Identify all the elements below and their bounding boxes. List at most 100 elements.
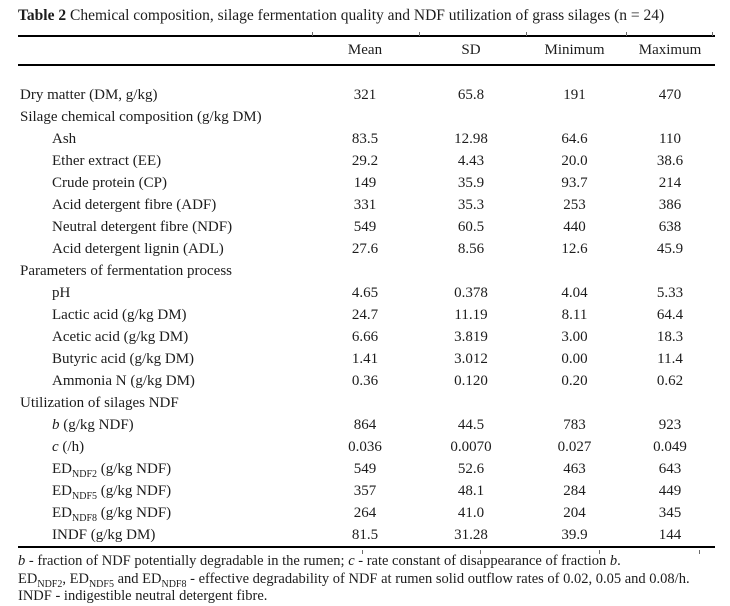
cell-value: 64.6 (561, 130, 588, 147)
row-label: Ammonia N (g/kg DM) (18, 373, 312, 390)
italic-text: b (52, 416, 60, 433)
cell-value: 81.5 (351, 526, 379, 543)
row-label: EDNDF5 (g/kg NDF) (18, 482, 312, 502)
row-label: c (/h) (18, 439, 312, 456)
table-row: Ammonia N (g/kg DM) 0.36 0.120 0.20 0.62 (18, 370, 715, 392)
cell-value: 0.20 (561, 372, 588, 389)
cell-value: 3.012 (454, 350, 488, 367)
subscript-text: NDF2 (37, 578, 63, 590)
table-row: c (/h) 0.036 0.0070 0.027 0.049 (18, 436, 715, 458)
cell-value: 321 (353, 86, 377, 103)
row-label: b (g/kg NDF) (18, 417, 312, 434)
text: ED (18, 570, 38, 587)
cell-value: 8.56 (457, 240, 485, 257)
table-row: Acid detergent lignin (ADL) 27.6 8.56 12.6 4… (18, 238, 715, 260)
column-tick (599, 550, 600, 554)
row-label: Butyric acid (g/kg DM) (18, 351, 312, 368)
text: , ED (62, 570, 89, 587)
italic-text: b (609, 553, 618, 569)
cell-value: 48.1 (457, 482, 485, 499)
row-label: Acid detergent fibre (ADF) (18, 197, 312, 214)
cell-value: 60.5 (457, 218, 485, 235)
cell-value: 29.2 (351, 152, 379, 169)
cell-value: 27.6 (351, 240, 379, 257)
subscript-text: NDF5 (88, 578, 114, 590)
cell-value: 18.3 (656, 328, 684, 345)
text: - effective degradability of NDF at rume… (186, 570, 690, 587)
data-table: Mean SD Minimum Maximum Dry matter (DM, … (18, 32, 715, 606)
subscript-text: NDF8 (72, 512, 98, 524)
table-row: Lactic acid (g/kg DM) 24.7 11.19 8.11 64.4 (18, 304, 715, 326)
column-tick (362, 550, 363, 554)
cell-value: 0.62 (656, 372, 684, 389)
text: (g/kg NDF) (97, 460, 172, 477)
cell-value: 110 (659, 130, 681, 147)
cell-value: 45.9 (656, 240, 684, 257)
row-label: Dry matter (DM, g/kg) (18, 87, 312, 104)
cell-value: 0.0070 (450, 438, 492, 455)
cell-value: 35.9 (457, 174, 485, 191)
text: Acid detergent fibre (ADF) (52, 196, 217, 213)
text: (g/kg NDF) (97, 504, 172, 521)
section-row: Silage chemical composition (g/kg DM) (18, 106, 715, 128)
text: Dry matter (DM, g/kg) (20, 86, 158, 103)
cell-value: 449 (658, 482, 682, 499)
text: pH (52, 284, 71, 301)
cell-value: 345 (658, 504, 682, 521)
row-label: Neutral detergent fibre (NDF) (18, 219, 312, 236)
table-number: Table 2 (18, 7, 67, 24)
cell-value: 144 (658, 526, 682, 543)
cell-value: 357 (353, 482, 377, 499)
cell-value: 31.28 (454, 526, 488, 543)
cell-value: 41.0 (457, 504, 485, 521)
row-label: Parameters of fermentation process (18, 263, 312, 280)
text: Utilization of silages NDF (20, 394, 179, 411)
table-row: pH 4.65 0.378 4.04 5.33 (18, 282, 715, 304)
cell-value: 44.5 (457, 416, 485, 433)
cell-value: 11.19 (454, 306, 488, 323)
cell-value: 638 (658, 218, 682, 235)
table-row: Acid detergent fibre (ADF) 331 35.3 253 386 (18, 194, 715, 216)
text: Ammonia N (g/kg DM) (52, 372, 195, 389)
italic-text: c (348, 553, 355, 569)
text: Silage chemical composition (g/kg DM) (20, 108, 262, 125)
text: INDF (g/kg DM) (52, 526, 156, 543)
footnotes: b - fraction of NDF potentially degradab… (18, 548, 715, 606)
footnote-rule (18, 546, 715, 554)
row-label: EDNDF2 (g/kg NDF) (18, 460, 312, 480)
cell-value: 643 (658, 460, 682, 477)
text: Parameters of fermentation process (20, 262, 232, 279)
cell-value: 463 (563, 460, 586, 477)
cell-value: 5.33 (656, 284, 684, 301)
italic-text: c (52, 438, 59, 455)
column-tick (526, 32, 527, 36)
row-label: pH (18, 285, 312, 302)
row-label: Silage chemical composition (g/kg DM) (18, 109, 312, 126)
column-tick (312, 32, 313, 36)
cell-value: 923 (658, 416, 682, 433)
text: ED (52, 482, 72, 499)
table-row: Butyric acid (g/kg DM) 1.41 3.012 0.00 11.4 (18, 348, 715, 370)
cell-value: 35.3 (457, 196, 485, 213)
row-label: Crude protein (CP) (18, 175, 312, 192)
text: (g/kg NDF) (97, 482, 172, 499)
cell-value: 1.41 (351, 350, 379, 367)
cell-value: 0.049 (653, 438, 687, 455)
row-label: Utilization of silages NDF (18, 395, 312, 412)
cell-value: 38.6 (656, 152, 684, 169)
footnote-line: b - fraction of NDF potentially degradab… (18, 553, 715, 571)
column-header-maximum: Maximum (638, 42, 702, 58)
cell-value: 4.43 (457, 152, 485, 169)
cell-value: 864 (353, 416, 377, 433)
text: ED (52, 460, 72, 477)
text: INDF - indigestible neutral detergent fi… (18, 588, 268, 604)
cell-value: 8.11 (561, 306, 588, 323)
cell-value: 12.98 (454, 130, 488, 147)
table-title: Table 2 Chemical composition, silage fer… (18, 7, 664, 25)
cell-value: 6.66 (351, 328, 379, 345)
cell-value: 0.00 (561, 350, 588, 367)
cell-value: 204 (563, 504, 586, 521)
cell-value: 440 (563, 218, 586, 235)
header-rule (18, 64, 715, 66)
cell-value: 3.819 (454, 328, 488, 345)
